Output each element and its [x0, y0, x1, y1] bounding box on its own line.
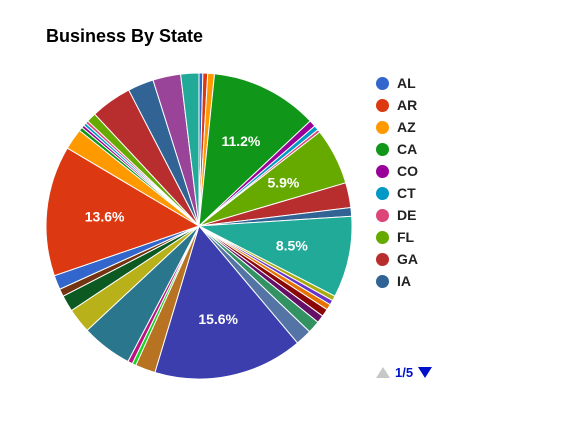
legend-swatch	[376, 186, 389, 200]
triangle-down-icon[interactable]	[418, 367, 433, 378]
legend-swatch	[376, 76, 389, 90]
legend-item[interactable]: DE	[376, 204, 418, 226]
pie-slice[interactable]	[198, 73, 311, 228]
legend-pager: 1/5	[376, 365, 433, 380]
legend-label: CA	[397, 141, 418, 157]
legend-item[interactable]: CO	[376, 160, 418, 182]
slice-label: 8.5%	[276, 237, 308, 253]
legend-label: FL	[397, 229, 415, 245]
legend-label: DE	[397, 207, 417, 223]
legend-label: AL	[397, 75, 416, 91]
legend-label: CO	[397, 163, 418, 179]
legend-item[interactable]: AL	[376, 72, 418, 94]
legend-swatch	[376, 142, 389, 156]
slice-label: 11.2%	[221, 133, 260, 149]
legend-label: CT	[397, 185, 416, 201]
pie-slice[interactable]	[154, 224, 299, 380]
pie-slice[interactable]	[180, 72, 200, 227]
legend-item[interactable]: FL	[376, 226, 418, 248]
legend-swatch	[376, 274, 389, 288]
legend-item[interactable]: AZ	[376, 116, 418, 138]
slice-label: 13.6%	[85, 208, 125, 224]
slice-label: 5.9%	[267, 175, 299, 191]
slice-label: 15.6%	[198, 311, 238, 327]
legend-swatch	[376, 98, 389, 112]
legend-item[interactable]: CA	[376, 138, 418, 160]
legend-item[interactable]: CT	[376, 182, 418, 204]
triangle-up-icon	[376, 367, 390, 378]
chart-title: Business By State	[46, 26, 204, 46]
legend-label: AZ	[397, 119, 416, 135]
legend-swatch	[376, 164, 389, 178]
legend-label: GA	[397, 251, 418, 267]
pie-slice[interactable]	[197, 215, 353, 297]
legend-item[interactable]: GA	[376, 248, 418, 270]
legend: AL AR AZ CA CO CT DE FL GA IA	[376, 72, 418, 292]
legend-label: AR	[397, 97, 418, 113]
legend-item[interactable]: IA	[376, 270, 418, 292]
legend-item[interactable]: AR	[376, 94, 418, 116]
legend-swatch	[376, 208, 389, 222]
pie-slice[interactable]	[45, 147, 201, 277]
legend-swatch	[376, 252, 389, 266]
legend-label: IA	[397, 273, 411, 289]
legend-swatch	[376, 120, 389, 134]
legend-swatch	[376, 230, 389, 244]
pager-text: 1/5	[395, 365, 414, 380]
